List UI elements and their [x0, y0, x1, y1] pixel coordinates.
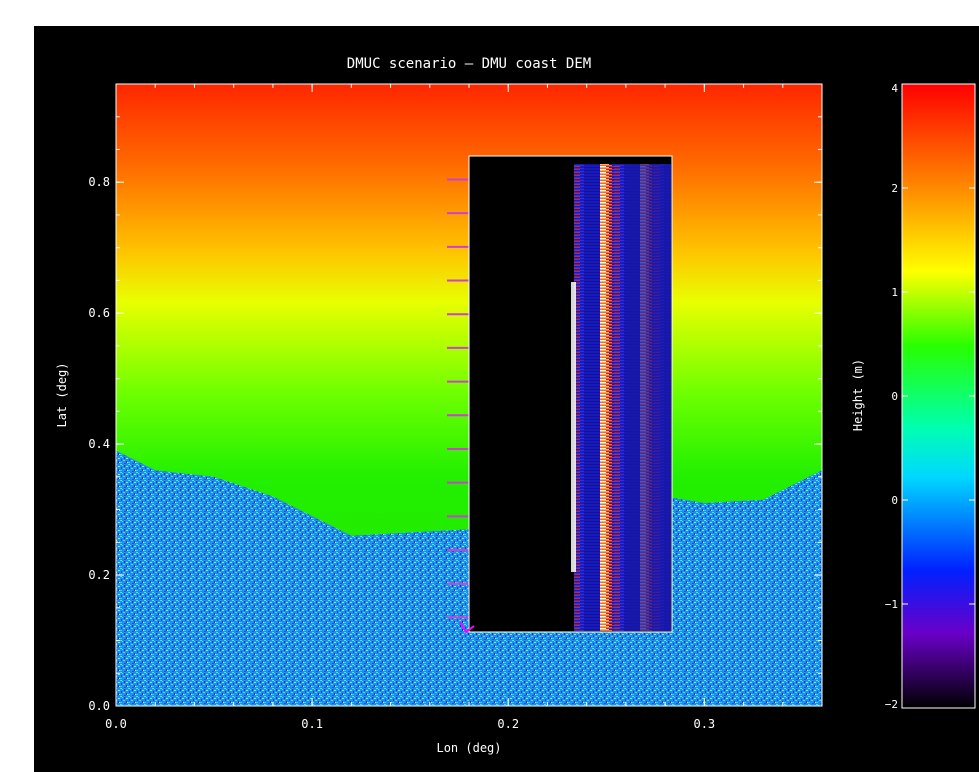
colorbar-tick-label: −1: [885, 598, 898, 611]
colorbar: 4 2 1 0 0 −1 −2 Height (m): [851, 82, 976, 711]
x-tick-label: 0.3: [693, 717, 715, 731]
colorbar-tick-label: 0: [891, 494, 898, 507]
colorbar-label: Height (m): [851, 359, 865, 431]
y-tick-label: 0.4: [88, 437, 110, 451]
y-tick-label: 0.8: [88, 175, 110, 189]
x-tick-label: 0.2: [497, 717, 519, 731]
colorbar-tick-label: 4: [891, 82, 898, 95]
inset-ticks: [447, 178, 469, 619]
x-axis-label: Lon (deg): [436, 741, 501, 755]
y-axis-label: Lat (deg): [55, 362, 69, 427]
inset-deep-water: [626, 164, 671, 631]
inset-panel: [447, 155, 673, 634]
colorbar-tick-label: 1: [891, 286, 898, 299]
inset-shoreline-edge: [571, 282, 576, 572]
y-axis: 0.0 0.2 0.4 0.6 0.8: [88, 175, 822, 713]
x-tick-label: 0.1: [301, 717, 323, 731]
x-axis: 0.0 0.1 0.2 0.3: [105, 84, 715, 731]
y-tick-label: 0.2: [88, 568, 110, 582]
colorbar-ticks: 4 2 1 0 0 −1 −2: [885, 82, 975, 711]
inset-magenta-marker: [459, 621, 475, 634]
y-tick-label: 0.6: [88, 306, 110, 320]
y-tick-label: 0.0: [88, 699, 110, 713]
chart-title: DMUC scenario — DMU coast DEM: [347, 56, 591, 72]
x-tick-label: 0.0: [105, 717, 127, 731]
colorbar-tick-label: 2: [891, 182, 898, 195]
colorbar-tick-label: 0: [891, 390, 898, 403]
colorbar-gradient: [901, 83, 976, 709]
colorbar-tick-label: −2: [885, 698, 898, 711]
